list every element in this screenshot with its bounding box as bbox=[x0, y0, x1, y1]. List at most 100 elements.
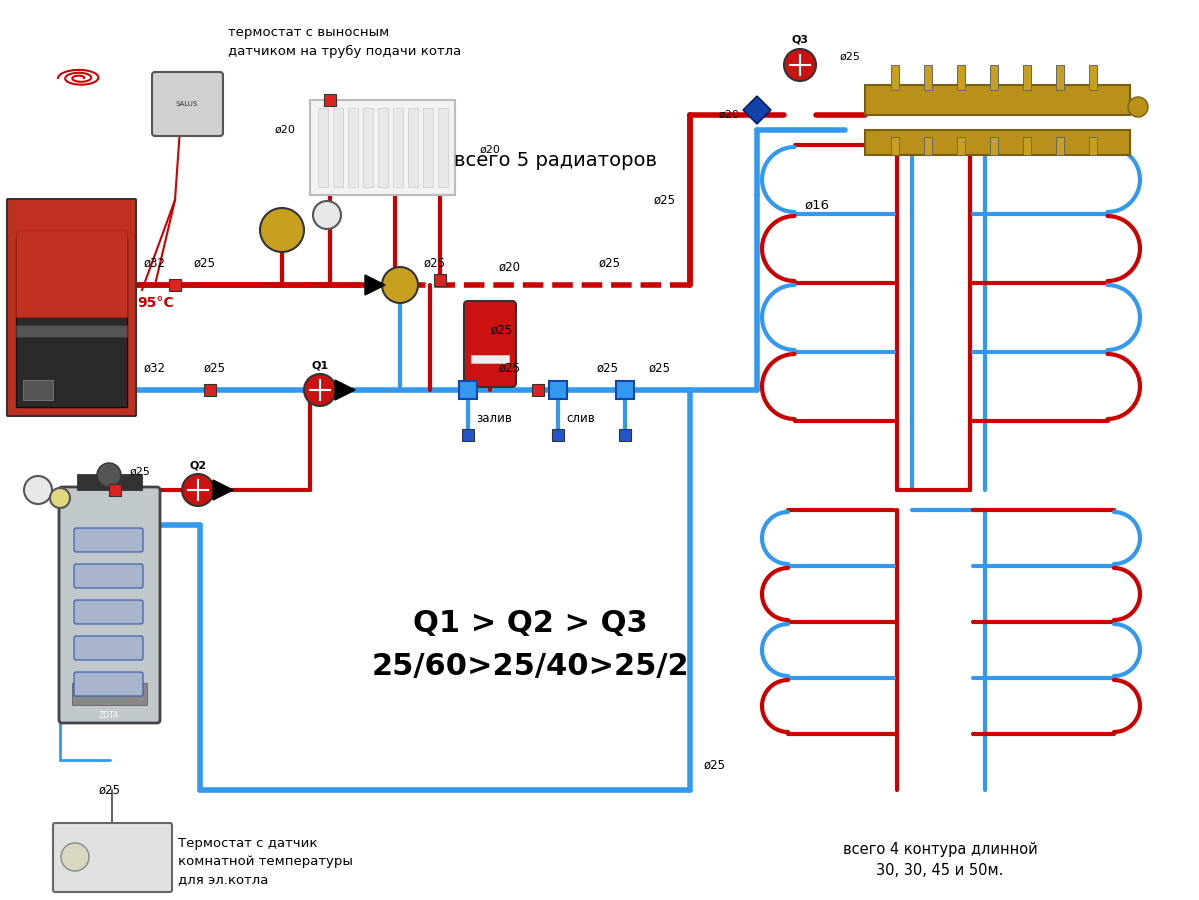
Bar bbox=[311, 100, 454, 195]
Polygon shape bbox=[743, 96, 771, 124]
Text: Термостат с датчик
комнатной температуры
для эл.котла: Термостат с датчик комнатной температуры… bbox=[177, 838, 353, 886]
Bar bbox=[957, 137, 965, 155]
Circle shape bbox=[260, 208, 305, 252]
Bar bbox=[1089, 137, 1097, 155]
Bar bbox=[549, 381, 567, 399]
Circle shape bbox=[24, 476, 52, 504]
Bar bbox=[864, 85, 1129, 115]
Text: всего 4 контура длинной
30, 30, 45 и 50м.: всего 4 контура длинной 30, 30, 45 и 50м… bbox=[843, 842, 1037, 878]
Text: ø25: ø25 bbox=[129, 467, 150, 477]
Bar bbox=[1056, 65, 1064, 90]
Bar bbox=[348, 108, 359, 187]
Bar bbox=[471, 355, 510, 363]
Circle shape bbox=[382, 267, 418, 303]
Circle shape bbox=[61, 843, 89, 871]
Text: ø25: ø25 bbox=[597, 362, 619, 374]
Bar bbox=[891, 65, 899, 90]
Text: ø25: ø25 bbox=[194, 256, 216, 269]
Text: ø20: ø20 bbox=[275, 125, 295, 135]
Bar bbox=[434, 274, 446, 286]
Text: ø25: ø25 bbox=[424, 256, 446, 269]
Bar bbox=[924, 65, 932, 90]
Bar bbox=[169, 279, 181, 291]
Bar bbox=[378, 108, 388, 187]
Circle shape bbox=[313, 201, 341, 229]
Bar bbox=[16, 237, 127, 407]
Text: 95°С: 95°С bbox=[137, 296, 174, 310]
Text: Q3: Q3 bbox=[791, 35, 808, 45]
Bar bbox=[333, 108, 343, 187]
FancyBboxPatch shape bbox=[152, 72, 223, 136]
Bar bbox=[990, 137, 998, 155]
Bar bbox=[459, 381, 477, 399]
Text: ø20: ø20 bbox=[718, 110, 740, 120]
Circle shape bbox=[50, 488, 70, 508]
Bar bbox=[1023, 137, 1031, 155]
FancyBboxPatch shape bbox=[53, 823, 171, 892]
Text: SALUS: SALUS bbox=[176, 101, 198, 107]
Text: ø32: ø32 bbox=[144, 256, 165, 269]
Text: ø25: ø25 bbox=[704, 759, 727, 771]
Circle shape bbox=[97, 463, 121, 487]
Text: ø16: ø16 bbox=[805, 199, 830, 212]
Text: ZOTA: ZOTA bbox=[98, 712, 119, 721]
Text: ø20: ø20 bbox=[480, 145, 500, 155]
Bar bbox=[619, 429, 631, 441]
Text: ø25: ø25 bbox=[100, 784, 121, 796]
Text: залив: залив bbox=[476, 411, 512, 425]
Bar bbox=[924, 137, 932, 155]
Polygon shape bbox=[335, 380, 355, 400]
Bar bbox=[204, 384, 216, 396]
Text: Q1: Q1 bbox=[312, 360, 329, 370]
Bar bbox=[552, 429, 564, 441]
Text: ø25: ø25 bbox=[653, 194, 676, 206]
Bar bbox=[16, 325, 127, 337]
FancyBboxPatch shape bbox=[74, 600, 143, 624]
Bar bbox=[393, 108, 403, 187]
Bar bbox=[72, 683, 147, 705]
Text: Q2: Q2 bbox=[189, 460, 206, 470]
Bar bbox=[1023, 65, 1031, 90]
Circle shape bbox=[784, 49, 817, 81]
Bar bbox=[363, 108, 373, 187]
Text: ø25: ø25 bbox=[839, 52, 861, 62]
FancyBboxPatch shape bbox=[74, 564, 143, 588]
FancyBboxPatch shape bbox=[74, 528, 143, 552]
Bar bbox=[109, 484, 121, 496]
Bar bbox=[77, 474, 141, 490]
Text: ø25: ø25 bbox=[649, 362, 671, 374]
Bar bbox=[318, 108, 329, 187]
Bar bbox=[616, 381, 634, 399]
FancyBboxPatch shape bbox=[59, 487, 159, 723]
FancyBboxPatch shape bbox=[74, 636, 143, 660]
Text: ø25: ø25 bbox=[492, 323, 513, 337]
Text: ø20: ø20 bbox=[499, 260, 522, 274]
Bar bbox=[1056, 137, 1064, 155]
Circle shape bbox=[1128, 97, 1147, 117]
Bar bbox=[423, 108, 433, 187]
Polygon shape bbox=[213, 480, 233, 500]
Bar bbox=[408, 108, 418, 187]
Bar bbox=[16, 230, 127, 317]
Circle shape bbox=[305, 374, 336, 406]
Bar bbox=[990, 65, 998, 90]
Bar bbox=[1089, 65, 1097, 90]
Bar bbox=[864, 130, 1129, 155]
Text: слив: слив bbox=[566, 411, 595, 425]
Bar bbox=[891, 137, 899, 155]
Text: Q1 > Q2 > Q3
25/60>25/40>25/2: Q1 > Q2 > Q3 25/60>25/40>25/2 bbox=[372, 609, 688, 681]
Text: всего 5 радиаторов: всего 5 радиаторов bbox=[453, 150, 657, 169]
Text: ø32: ø32 bbox=[144, 362, 165, 374]
Text: ø25: ø25 bbox=[204, 362, 225, 374]
FancyBboxPatch shape bbox=[464, 301, 516, 387]
Bar bbox=[957, 65, 965, 90]
Text: термостат с выносным
датчиком на трубу подачи котла: термостат с выносным датчиком на трубу п… bbox=[228, 26, 462, 58]
FancyBboxPatch shape bbox=[7, 199, 135, 416]
Text: ø25: ø25 bbox=[499, 362, 522, 374]
FancyBboxPatch shape bbox=[74, 672, 143, 696]
Bar bbox=[23, 380, 53, 400]
Bar bbox=[438, 108, 448, 187]
Bar bbox=[532, 384, 544, 396]
Circle shape bbox=[182, 474, 213, 506]
Polygon shape bbox=[364, 275, 385, 295]
